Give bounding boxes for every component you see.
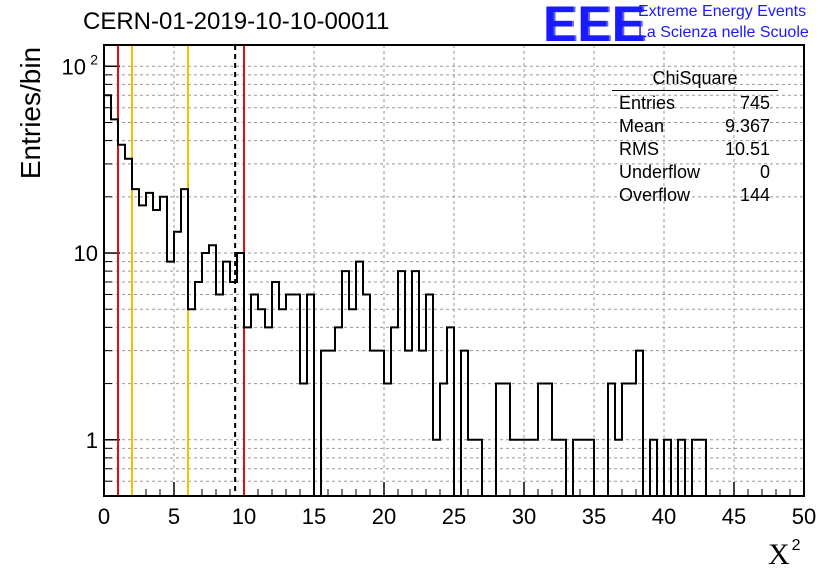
stats-value: 10.51 (724, 139, 770, 159)
y-axis-label: Entries/bin (15, 46, 46, 180)
stats-box-divider (612, 90, 778, 91)
x-tick-label: 15 (302, 504, 326, 529)
chart-title: CERN-01-2019-10-10-00011 (83, 8, 390, 35)
stats-row-underflow: Underflow 0 (619, 162, 770, 185)
x-tick-label: 45 (722, 504, 746, 529)
x-tick-label: 5 (168, 504, 180, 529)
stats-row-entries: Entries 745 (619, 93, 770, 116)
y-tick-label: 10 (62, 54, 86, 79)
stats-row-mean: Mean 9.367 (619, 116, 770, 139)
stats-box-title: ChiSquare (652, 68, 738, 88)
x-axis-superscript: 2 (791, 537, 801, 554)
x-tick-label: 50 (792, 504, 816, 529)
reference-lines (117, 45, 245, 496)
logo-line-2: La Scienza nelle Scuole (638, 24, 809, 41)
plot-frame (103, 44, 805, 497)
y-tick-superscript: 2 (90, 51, 98, 67)
eee-logo: EEE (543, 0, 647, 52)
x-axis-symbol: X (768, 538, 790, 571)
stats-row-rms: RMS 10.51 (619, 139, 770, 162)
stats-name: Entries (619, 93, 676, 113)
x-tick-label: 30 (512, 504, 536, 529)
logo-line-1: Extreme Energy Events (638, 3, 807, 20)
x-tick-label: 25 (442, 504, 466, 529)
x-tick-label: 40 (652, 504, 676, 529)
x-tick-label: 20 (372, 504, 396, 529)
stats-name: RMS (619, 139, 659, 159)
stats-name: Overflow (619, 185, 691, 205)
stats-value: 745 (739, 93, 770, 113)
y-tick-label: 10 (74, 241, 98, 266)
stats-name: Underflow (619, 162, 701, 182)
stats-value: 144 (739, 185, 770, 205)
stats-name: Mean (619, 116, 665, 136)
stats-row-overflow: Overflow 144 (619, 185, 770, 208)
grid-lines (104, 45, 804, 496)
x-tick-label: 0 (98, 504, 110, 529)
x-tick-label: 35 (582, 504, 606, 529)
stats-value: 9.367 (724, 116, 770, 136)
histogram-series (104, 94, 804, 497)
y-tick-label: 1 (86, 428, 98, 453)
x-tick-label: 10 (232, 504, 256, 529)
stats-value: 0 (759, 162, 770, 182)
